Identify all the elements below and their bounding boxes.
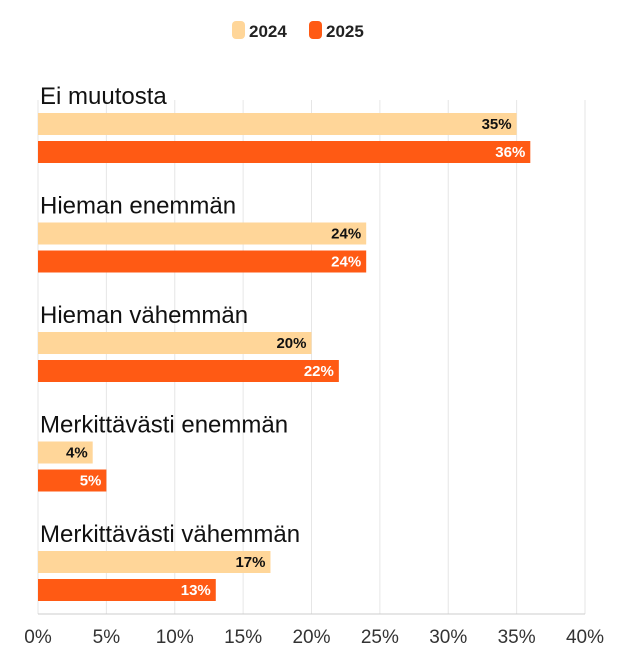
x-tick-label: 25% [361, 627, 399, 648]
value-label-2025: 13% [181, 582, 211, 599]
category-label: Merkittävästi vähemmän [40, 521, 300, 548]
bar-2024 [38, 113, 517, 135]
x-tick-label: 5% [93, 627, 121, 648]
value-label-2025: 24% [331, 254, 361, 271]
x-tick-label: 35% [498, 627, 536, 648]
value-label-2024: 35% [482, 116, 512, 133]
category-label: Merkittävästi enemmän [40, 412, 288, 439]
x-tick-label: 40% [566, 627, 604, 648]
x-tick-label: 20% [292, 627, 330, 648]
bar-2024 [38, 551, 271, 573]
bar-2025 [38, 250, 367, 273]
bars [38, 113, 531, 601]
x-tick-label: 15% [224, 627, 262, 648]
bar-2025 [38, 141, 531, 163]
legend-swatch-2024 [232, 21, 245, 39]
value-label-2024: 4% [66, 445, 88, 462]
bar-2024 [38, 332, 312, 354]
value-labels: 35% 36% 24% 24% 20% 22% 4% 5% 17% 13% [66, 116, 525, 599]
bar-2024 [38, 222, 367, 245]
x-axis-ticks: 0% 5% 10% 15% 20% 25% 30% 35% 40% [24, 627, 604, 648]
bar-2025 [38, 579, 216, 601]
bar-2024 [38, 441, 93, 464]
category-labels: Ei muutosta Hieman enemmän Hieman vähemmän… [40, 83, 300, 548]
legend-label-2024: 2024 [249, 22, 287, 41]
x-tick-label: 30% [429, 627, 467, 648]
value-label-2024: 17% [235, 554, 265, 571]
bar-2025 [38, 469, 107, 492]
category-label: Hieman vähemmän [40, 302, 248, 329]
category-label: Hieman enemmän [40, 193, 236, 220]
category-label: Ei muutosta [40, 83, 167, 110]
x-tick-label: 0% [24, 627, 52, 648]
bar-2025 [38, 360, 339, 382]
value-label-2025: 36% [495, 144, 525, 161]
grid-lines [37, 100, 586, 615]
value-label-2025: 5% [80, 473, 102, 490]
value-label-2025: 22% [304, 363, 334, 380]
x-tick-label: 10% [156, 627, 194, 648]
legend-swatch-2025 [309, 21, 322, 39]
value-label-2024: 20% [276, 335, 306, 352]
legend: 2024 2025 [232, 21, 364, 41]
value-label-2024: 24% [331, 226, 361, 243]
legend-label-2025: 2025 [326, 22, 364, 41]
